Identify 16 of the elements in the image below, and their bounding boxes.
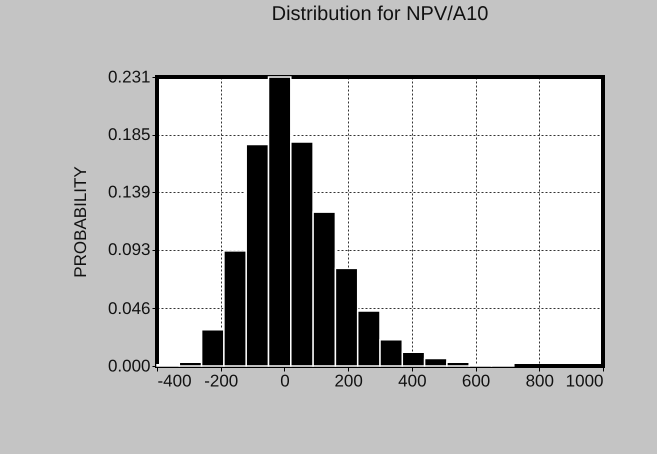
y-tick-label: 0.000 bbox=[108, 356, 150, 376]
x-tick-label: 800 bbox=[526, 372, 554, 390]
y-tick-label: 0.139 bbox=[108, 182, 150, 202]
x-tick-label: 400 bbox=[398, 372, 427, 390]
x-tick-label: 1000 bbox=[566, 372, 604, 390]
x-tick-label: 200 bbox=[334, 372, 363, 390]
x-tick-label: 600 bbox=[462, 372, 490, 390]
y-tick-label: 0.093 bbox=[108, 240, 150, 260]
x-tick-label: -200 bbox=[204, 372, 238, 390]
y-tick-label: 0.185 bbox=[108, 125, 150, 144]
y-tick-label: 0.231 bbox=[108, 68, 150, 86]
x-tick-label: 0 bbox=[280, 372, 290, 390]
y-tick-label: 0.046 bbox=[108, 298, 150, 318]
chart-title: Distribution for NPV/A10 bbox=[272, 3, 488, 25]
y-axis-title: PROBABILITY bbox=[70, 166, 90, 278]
x-tick-label: -400 bbox=[158, 372, 192, 390]
